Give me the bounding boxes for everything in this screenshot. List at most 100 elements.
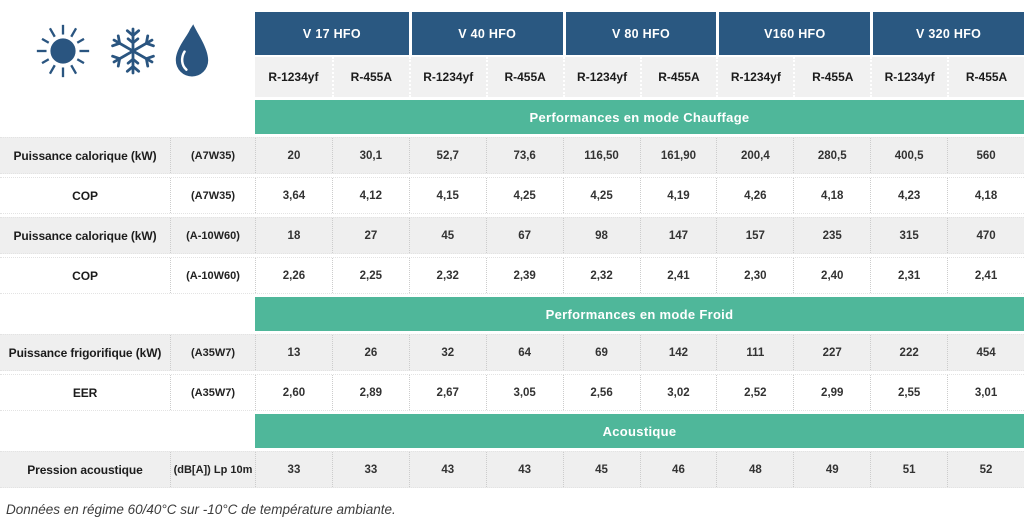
value-cell: 222: [870, 335, 947, 370]
model-header-v320: V 320 HFO: [870, 12, 1024, 55]
value-cell: 4,25: [562, 178, 640, 213]
value-cell: 46: [639, 452, 717, 487]
section-header-row: Acoustique: [0, 414, 1024, 448]
section-title: Acoustique: [255, 414, 1024, 448]
refrigerant-header: R-1234yf: [562, 57, 640, 97]
value-cell: 2,99: [793, 375, 870, 410]
value-cell: 69: [562, 335, 640, 370]
value-cell: 2,55: [870, 375, 947, 410]
row-condition: (A-10W60): [170, 258, 255, 293]
value-cell: 4,26: [716, 178, 793, 213]
value-cell: 4,15: [408, 178, 486, 213]
value-cell: 2,60: [255, 375, 332, 410]
value-cell: 4,18: [793, 178, 870, 213]
value-cell: 2,41: [947, 258, 1024, 293]
footnote: Données en régime 60/40°C sur -10°C de t…: [6, 502, 396, 517]
sun-icon: [36, 24, 90, 78]
snowflake-icon: [111, 27, 155, 75]
section-title: Performances en mode Chauffage: [255, 100, 1024, 134]
value-cell: 51: [870, 452, 947, 487]
value-cell: 142: [639, 335, 717, 370]
refrigerant-header: R-1234yf: [255, 57, 332, 97]
value-cell: 4,12: [331, 178, 409, 213]
row-label: COP: [72, 268, 98, 283]
table-row: Pression acoustique (dB[A]) Lp 10m 33 33 43 4…: [0, 451, 1024, 488]
table-row: COP (A7W35) 3,64 4,12 4,15 4,25 4,25 4,19 4,26 4,…: [0, 177, 1024, 214]
section-title: Performances en mode Froid: [255, 297, 1024, 331]
model-header-v17: V 17 HFO: [255, 12, 409, 55]
model-header-v80: V 80 HFO: [562, 12, 717, 55]
refrigerant-header: R-455A: [485, 57, 563, 97]
value-cell: 4,19: [639, 178, 717, 213]
value-cell: 2,39: [485, 258, 563, 293]
table-row: EER (A35W7) 2,60 2,89 2,67 3,05 2,56 3,02 2,52 2,…: [0, 374, 1024, 411]
row-condition: (A7W35): [170, 178, 255, 213]
value-cell: 43: [485, 452, 563, 487]
value-cell: 2,52: [716, 375, 793, 410]
value-cell: 52: [947, 452, 1024, 487]
mode-icons: [32, 20, 212, 82]
value-cell: 2,25: [331, 258, 409, 293]
row-condition: (A7W35): [170, 138, 255, 173]
value-cell: 2,40: [793, 258, 870, 293]
refrigerant-header: R-455A: [331, 57, 409, 97]
row-label: Puissance calorique (kW): [13, 148, 157, 163]
value-cell: 2,32: [408, 258, 486, 293]
refrigerant-header: R-455A: [947, 57, 1024, 97]
value-cell: 52,7: [408, 138, 486, 173]
value-cell: 4,25: [485, 178, 563, 213]
value-cell: 33: [331, 452, 409, 487]
row-label: Pression acoustique: [27, 462, 143, 477]
refrigerant-header-row: R-1234yf R-455A R-1234yf R-455A R-1234yf…: [0, 57, 1024, 97]
refrigerant-header: R-1234yf: [870, 57, 948, 97]
value-cell: 280,5: [793, 138, 870, 173]
value-cell: 30,1: [331, 138, 409, 173]
value-cell: 470: [947, 218, 1024, 253]
row-label: Puissance calorique (kW): [13, 228, 157, 243]
spec-table: V 17 HFO V 40 HFO V 80 HFO V160 HFO V 32…: [0, 12, 1024, 488]
refrigerant-header: R-455A: [639, 57, 717, 97]
value-cell: 73,6: [485, 138, 563, 173]
value-cell: 3,01: [947, 375, 1024, 410]
value-cell: 227: [793, 335, 870, 370]
table-row: Puissance calorique (kW) (A-10W60) 18 27 45 6…: [0, 217, 1024, 254]
row-condition: (A-10W60): [170, 218, 255, 253]
value-cell: 235: [793, 218, 870, 253]
value-cell: 45: [562, 452, 640, 487]
droplet-icon: [175, 24, 209, 77]
value-cell: 2,31: [870, 258, 947, 293]
value-cell: 27: [331, 218, 409, 253]
header-spacer: [0, 12, 255, 55]
value-cell: 18: [255, 218, 332, 253]
value-cell: 2,89: [331, 375, 409, 410]
value-cell: 32: [408, 335, 486, 370]
value-cell: 20: [255, 138, 332, 173]
refrigerant-header: R-1234yf: [716, 57, 794, 97]
row-condition: (A35W7): [170, 335, 255, 370]
value-cell: 4,18: [947, 178, 1024, 213]
value-cell: 3,02: [639, 375, 717, 410]
section-spacer: [0, 297, 255, 331]
table-row: Puissance calorique (kW) (A7W35) 20 30,1 52,…: [0, 137, 1024, 174]
value-cell: 67: [485, 218, 563, 253]
value-cell: 147: [639, 218, 717, 253]
row-label: COP: [72, 188, 98, 203]
value-cell: 98: [562, 218, 640, 253]
table-row: Puissance frigorifique (kW) (A35W7) 13 26 32…: [0, 334, 1024, 371]
value-cell: 45: [408, 218, 486, 253]
section-header-row: Performances en mode Froid: [0, 297, 1024, 331]
value-cell: 3,64: [255, 178, 332, 213]
section-spacer: [0, 414, 255, 448]
value-cell: 2,32: [562, 258, 640, 293]
row-label: EER: [72, 385, 98, 400]
section-header-row: Performances en mode Chauffage: [0, 100, 1024, 134]
value-cell: 200,4: [716, 138, 793, 173]
value-cell: 157: [716, 218, 793, 253]
value-cell: 49: [793, 452, 870, 487]
value-cell: 3,05: [485, 375, 563, 410]
value-cell: 560: [947, 138, 1024, 173]
value-cell: 4,23: [870, 178, 947, 213]
refrigerant-header: R-455A: [793, 57, 871, 97]
model-header-v160: V160 HFO: [716, 12, 871, 55]
